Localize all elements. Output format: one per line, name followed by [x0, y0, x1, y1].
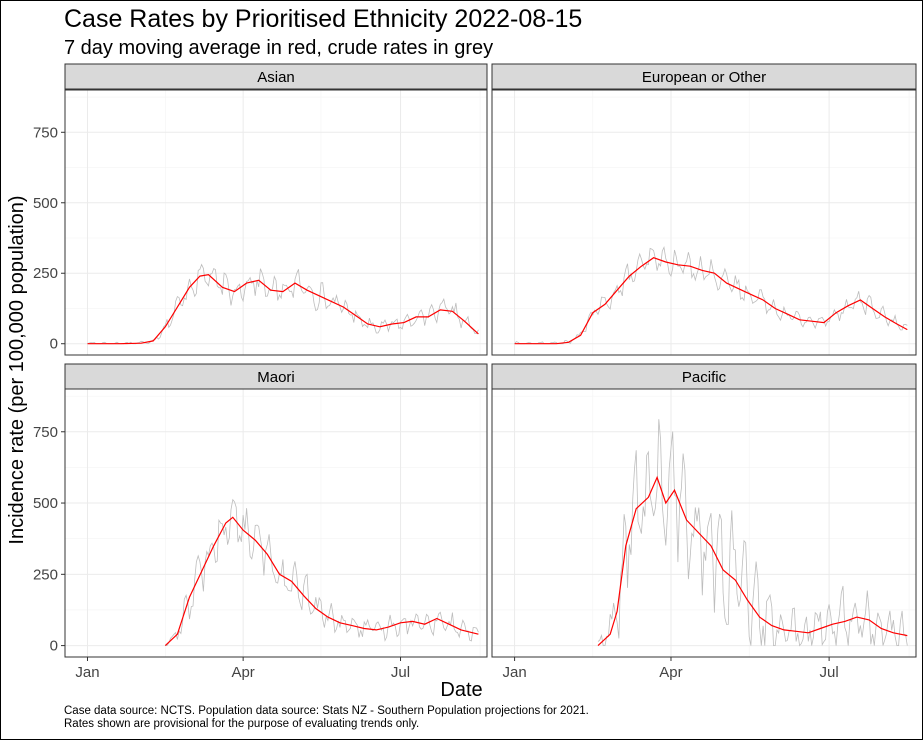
x-tick-label: Jan: [75, 664, 99, 681]
strip-box: [64, 63, 488, 90]
moving-average-line: [87, 274, 479, 345]
crude-rate-line: [87, 263, 479, 345]
chart-title: Case Rates by Prioritised Ethnicity 2022…: [64, 5, 583, 33]
panel-border: [64, 89, 488, 356]
moving-average-line: [164, 516, 479, 647]
y-tick-label: 250: [33, 566, 58, 583]
facet-panel-1: European or Other: [491, 63, 917, 356]
facet-panel-0: Asian 0 250 500 750: [33, 63, 488, 356]
panel-border: [64, 388, 488, 658]
strip-box: [491, 63, 917, 90]
chart-subtitle: 7 day moving average in red, crude rates…: [64, 37, 494, 59]
y-axis-label: Incidence rate (per 100,000 population): [6, 195, 28, 545]
crude-rate-line: [165, 498, 479, 646]
moving-average-line: [514, 257, 908, 345]
y-tick-label: 0: [50, 638, 58, 655]
y-tick-label: 250: [33, 265, 58, 282]
y-tick-label: 0: [50, 336, 58, 353]
y-tick-label: 500: [33, 495, 58, 512]
caption-line-1: Case data source: NCTS. Population data …: [64, 705, 589, 717]
x-tick-label: Jul: [391, 664, 410, 681]
caption-line-2: Rates shown are provisional for the purp…: [64, 718, 420, 730]
crude-rate-line: [597, 419, 908, 647]
x-tick-label: Apr: [659, 664, 682, 681]
strip-label: European or Other: [642, 69, 766, 86]
strip-label: Pacific: [682, 369, 727, 386]
caption: Case data source: NCTS. Population data …: [64, 705, 589, 731]
x-tick-label: Apr: [231, 664, 254, 681]
facet-panel-2: Maori 0 250 500 750 Jan Apr Jul: [33, 363, 488, 681]
facet-panel-3: Pacific Jan Apr Jul: [491, 363, 917, 681]
panel-border: [491, 89, 917, 356]
panel-background: [492, 90, 916, 355]
x-axis-label: Date: [440, 679, 483, 701]
y-tick-label: 500: [33, 195, 58, 212]
panel-border: [491, 388, 917, 658]
y-tick-label: 750: [33, 424, 58, 441]
crude-rate-line: [514, 246, 908, 345]
strip-box: [491, 363, 917, 390]
panel-background: [65, 389, 487, 657]
x-tick-label: Jul: [820, 664, 839, 681]
y-tick-label: 750: [33, 124, 58, 141]
panel-background: [492, 389, 916, 657]
moving-average-line: [597, 475, 908, 647]
panel-background: [65, 90, 487, 355]
x-tick-label: Jan: [502, 664, 526, 681]
strip-label: Maori: [257, 369, 295, 386]
strip-label: Asian: [257, 69, 295, 86]
